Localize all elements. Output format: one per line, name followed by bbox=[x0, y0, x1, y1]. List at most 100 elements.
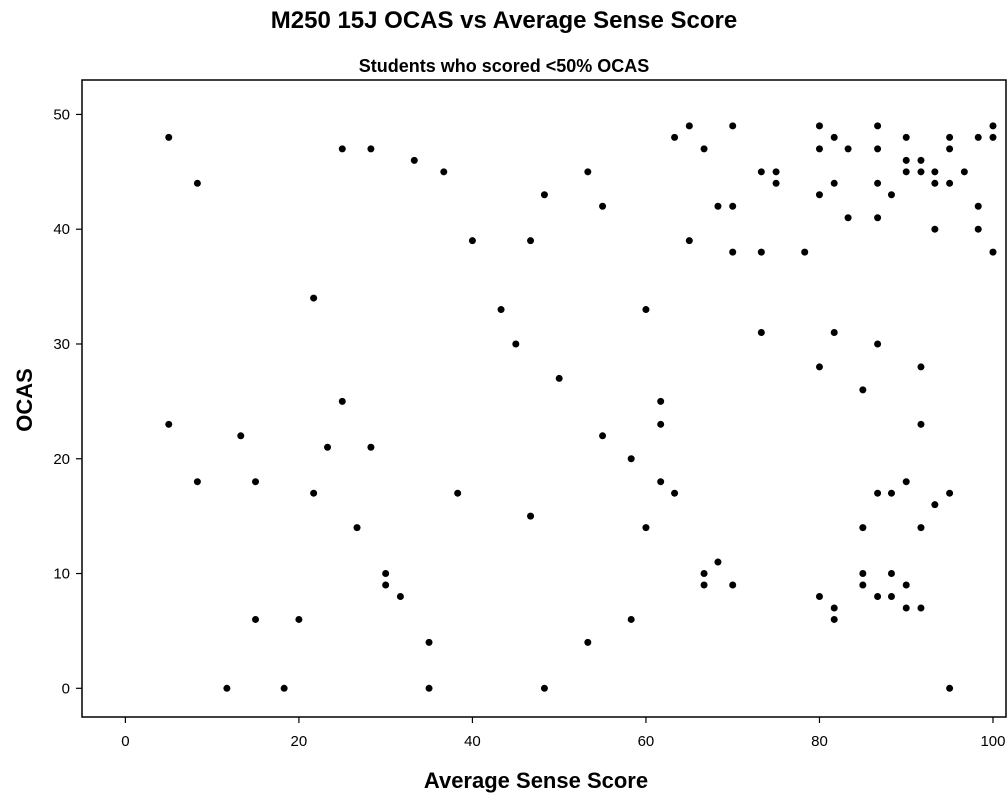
data-point bbox=[874, 214, 882, 222]
data-point bbox=[555, 374, 563, 382]
data-point bbox=[425, 638, 433, 646]
data-point bbox=[931, 179, 939, 187]
x-tick-label: 20 bbox=[291, 733, 308, 750]
data-point bbox=[729, 248, 737, 256]
data-point bbox=[887, 570, 895, 578]
data-point bbox=[627, 455, 635, 463]
data-point bbox=[757, 248, 765, 256]
data-point bbox=[931, 225, 939, 233]
y-tick-label: 50 bbox=[53, 106, 70, 123]
data-point bbox=[917, 604, 925, 612]
data-point bbox=[772, 168, 780, 176]
data-point bbox=[310, 489, 318, 497]
x-tick-label: 0 bbox=[121, 733, 129, 750]
data-point bbox=[165, 420, 173, 428]
data-point bbox=[859, 386, 867, 394]
plot-area bbox=[81, 79, 1007, 718]
y-tick-label: 0 bbox=[62, 680, 70, 697]
data-point bbox=[527, 237, 535, 245]
data-point bbox=[599, 202, 607, 210]
data-point bbox=[859, 570, 867, 578]
data-point bbox=[874, 489, 882, 497]
data-point bbox=[887, 191, 895, 199]
y-axis-label: OCAS bbox=[12, 368, 37, 432]
data-point bbox=[671, 133, 679, 141]
data-point bbox=[757, 168, 765, 176]
data-point bbox=[410, 156, 418, 164]
data-point bbox=[830, 329, 838, 337]
data-point bbox=[830, 615, 838, 623]
data-point bbox=[874, 592, 882, 600]
data-point bbox=[642, 524, 650, 532]
data-point bbox=[946, 133, 954, 141]
data-point bbox=[295, 615, 303, 623]
data-point bbox=[367, 443, 375, 451]
x-tick-label: 40 bbox=[464, 733, 481, 750]
data-point bbox=[887, 489, 895, 497]
data-point bbox=[946, 145, 954, 153]
data-point bbox=[931, 168, 939, 176]
data-point bbox=[714, 558, 722, 566]
y-tick-label: 10 bbox=[53, 566, 70, 583]
data-point bbox=[815, 145, 823, 153]
data-point bbox=[440, 168, 448, 176]
data-point bbox=[902, 133, 910, 141]
data-point bbox=[671, 489, 679, 497]
data-point bbox=[902, 478, 910, 486]
data-point bbox=[931, 501, 939, 509]
data-point bbox=[193, 478, 201, 486]
data-point bbox=[280, 684, 288, 692]
data-point bbox=[844, 145, 852, 153]
data-point bbox=[917, 524, 925, 532]
data-point bbox=[989, 248, 997, 256]
data-point bbox=[512, 340, 520, 348]
data-point bbox=[874, 145, 882, 153]
data-point bbox=[729, 122, 737, 130]
data-point bbox=[830, 604, 838, 612]
data-point bbox=[830, 179, 838, 187]
data-point bbox=[353, 524, 361, 532]
data-point bbox=[252, 478, 260, 486]
data-point bbox=[887, 592, 895, 600]
data-point bbox=[917, 363, 925, 371]
data-point bbox=[700, 570, 708, 578]
data-point bbox=[454, 489, 462, 497]
data-point bbox=[657, 420, 665, 428]
data-points bbox=[165, 122, 997, 692]
data-point bbox=[989, 122, 997, 130]
chart-subtitle: Students who scored <50% OCAS bbox=[359, 56, 650, 76]
data-point bbox=[627, 615, 635, 623]
data-point bbox=[193, 179, 201, 187]
data-point bbox=[700, 145, 708, 153]
data-point bbox=[960, 168, 968, 176]
data-point bbox=[989, 133, 997, 141]
data-point bbox=[252, 615, 260, 623]
data-point bbox=[714, 202, 722, 210]
data-point bbox=[974, 225, 982, 233]
data-point bbox=[917, 420, 925, 428]
data-point bbox=[367, 145, 375, 153]
data-point bbox=[974, 202, 982, 210]
data-point bbox=[468, 237, 476, 245]
data-point bbox=[685, 122, 693, 130]
data-point bbox=[874, 122, 882, 130]
data-point bbox=[584, 168, 592, 176]
data-point bbox=[338, 145, 346, 153]
data-point bbox=[642, 306, 650, 314]
data-point bbox=[584, 638, 592, 646]
y-tick-label: 40 bbox=[53, 221, 70, 238]
data-point bbox=[237, 432, 245, 440]
data-point bbox=[729, 202, 737, 210]
data-point bbox=[815, 592, 823, 600]
x-tick-label: 60 bbox=[638, 733, 655, 750]
data-point bbox=[844, 214, 852, 222]
y-axis-ticks: 0 10 20 30 40 50 bbox=[53, 106, 82, 697]
data-point bbox=[527, 512, 535, 520]
x-axis-label: Average Sense Score bbox=[424, 768, 648, 793]
x-tick-label: 100 bbox=[980, 733, 1005, 750]
data-point bbox=[540, 191, 548, 199]
data-point bbox=[757, 329, 765, 337]
data-point bbox=[974, 133, 982, 141]
